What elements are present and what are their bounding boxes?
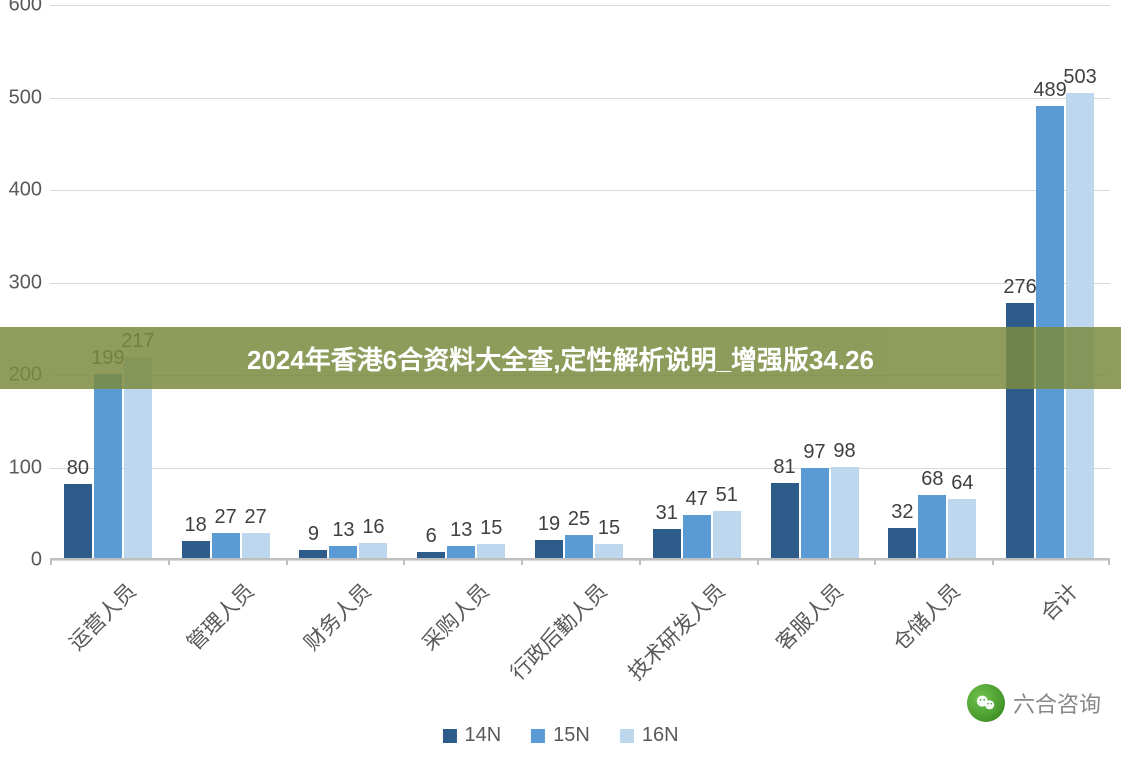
bar [565,535,593,558]
bar-value-label: 27 [215,506,237,529]
bar-value-label: 97 [803,441,825,464]
bar-value-label: 16 [362,516,384,539]
y-axis: 0100200300400500600 [0,5,50,560]
legend-label: 15N [553,724,590,747]
bar-value-label: 51 [716,484,738,507]
bar-value-label: 503 [1063,66,1096,89]
legend-label: 14N [464,724,501,747]
bar [94,374,122,558]
x-tick [403,558,405,565]
chart-container: 0100200300400500600 80199217182727913166… [0,0,1121,757]
y-tick-label: 300 [9,271,42,294]
x-tick [1108,558,1110,565]
x-category-label: 技术研发人员 [621,576,731,686]
bar-value-label: 13 [332,519,354,542]
gridline [50,190,1110,191]
gridline [50,5,1110,6]
bar [359,543,387,558]
bar-value-label: 15 [598,517,620,540]
bar [299,550,327,558]
x-tick [50,558,52,565]
watermark: 六合咨询 [967,684,1101,722]
bar [212,533,240,558]
bar [329,546,357,558]
x-category-label: 行政后勤人员 [503,576,613,686]
x-tick [286,558,288,565]
bar [64,484,92,558]
bar-value-label: 18 [185,514,207,537]
y-tick-label: 500 [9,86,42,109]
bar-value-label: 9 [308,523,319,546]
gridline [50,468,1110,469]
y-tick-label: 100 [9,456,42,479]
x-tick [992,558,994,565]
bar [801,468,829,558]
legend-swatch [442,729,456,743]
bar-value-label: 276 [1003,276,1036,299]
plot-area: 8019921718272791316613151925153147518197… [50,5,1110,560]
bar [242,533,270,558]
bar [653,529,681,558]
bar-value-label: 15 [480,517,502,540]
legend-swatch [531,729,545,743]
x-category-label: 管理人员 [179,576,260,657]
wechat-icon [967,684,1005,722]
x-category-label: 合计 [1033,576,1084,627]
bar [1066,93,1094,558]
x-tick [874,558,876,565]
bar-value-label: 31 [656,502,678,525]
overlay-text: 2024年香港6合资料大全查,定性解析说明_增强版34.26 [247,340,874,377]
bar [918,495,946,558]
x-tick [521,558,523,565]
bar [595,544,623,558]
legend-item: 14N [442,724,501,747]
gridline [50,283,1110,284]
bar [831,467,859,558]
bar [948,499,976,558]
bar-value-label: 80 [67,457,89,480]
x-tick [639,558,641,565]
bar [888,528,916,558]
legend-item: 15N [531,724,590,747]
bar-value-label: 13 [450,519,472,542]
bar [683,515,711,558]
x-tick [757,558,759,565]
gridline [50,560,1110,561]
bar-value-label: 489 [1033,79,1066,102]
legend: 14N 15N 16N [442,724,678,747]
overlay-band: 2024年香港6合资料大全查,定性解析说明_增强版34.26 [0,327,1121,389]
bar-value-label: 25 [568,508,590,531]
bar-value-label: 32 [891,501,913,524]
bar [713,511,741,558]
bar-value-label: 47 [686,488,708,511]
x-category-label: 运营人员 [61,576,142,657]
bar-value-label: 98 [833,440,855,463]
bar-value-label: 19 [538,513,560,536]
x-category-label: 客服人员 [768,576,849,657]
bar-value-label: 27 [245,506,267,529]
y-tick-label: 600 [9,0,42,17]
gridline [50,98,1110,99]
bar-value-label: 64 [951,472,973,495]
bar-value-label: 6 [426,525,437,548]
bar [447,546,475,558]
bar [535,540,563,558]
watermark-label: 六合咨询 [1013,687,1101,719]
legend-label: 16N [642,724,679,747]
y-tick-label: 400 [9,179,42,202]
legend-swatch [620,729,634,743]
bar [417,552,445,558]
bar-value-label: 81 [773,456,795,479]
bar [182,541,210,558]
bar-value-label: 68 [921,468,943,491]
x-category-label: 财务人员 [297,576,378,657]
x-category-label: 仓储人员 [886,576,967,657]
bar [477,544,505,558]
legend-item: 16N [620,724,679,747]
bar [771,483,799,558]
x-tick [168,558,170,565]
y-tick-label: 0 [31,549,42,572]
x-category-label: 采购人员 [415,576,496,657]
